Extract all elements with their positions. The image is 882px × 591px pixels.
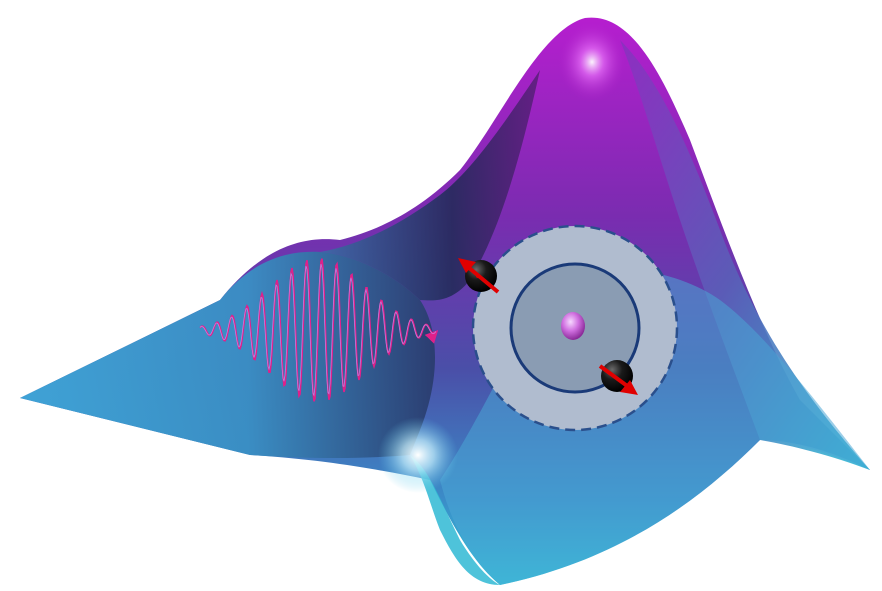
electron-spin-up [458, 258, 500, 294]
electron-spin-down [598, 360, 638, 395]
energy-landscape-surface [20, 17, 870, 585]
light-wave-packet [199, 258, 439, 402]
nucleus [561, 312, 585, 340]
atom-schematic [471, 224, 679, 432]
